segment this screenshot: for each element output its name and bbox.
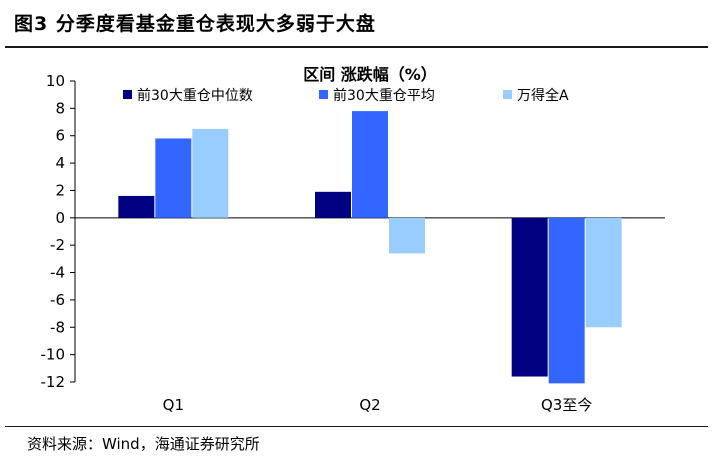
bar-1-series-2 xyxy=(155,138,192,218)
legend-swatch-3 xyxy=(503,90,512,99)
x-tick-label: Q1 xyxy=(163,396,184,414)
y-tick-label: 10 xyxy=(46,72,65,90)
legend-label-1: 前30大重仓中位数 xyxy=(137,87,253,104)
x-tick-label: Q2 xyxy=(359,396,380,414)
y-tick-label: 6 xyxy=(55,127,65,145)
bar-1-series-3 xyxy=(192,128,229,218)
source-note: 资料来源：Wind，海通证券研究所 xyxy=(27,435,260,453)
y-tick-label: 2 xyxy=(55,181,65,199)
y-tick-label: -4 xyxy=(50,264,65,282)
y-tick-label: -8 xyxy=(50,318,65,336)
bar-2-series-1 xyxy=(315,191,351,218)
y-tick-label: -10 xyxy=(41,346,66,364)
bar-1-series-1 xyxy=(118,195,155,218)
legend-label-2: 前30大重仓平均 xyxy=(333,87,435,104)
y-tick-label: -12 xyxy=(41,373,66,391)
y-tick-label: 8 xyxy=(55,99,65,117)
y-tick-label: -6 xyxy=(50,291,65,309)
footer-divider xyxy=(5,426,708,427)
legend-swatch-1 xyxy=(123,90,132,99)
legend-label-3: 万得全A xyxy=(517,87,569,104)
y-tick-label: 0 xyxy=(55,209,65,227)
bar-3-series-1 xyxy=(511,217,548,377)
y-tick-label: -2 xyxy=(50,236,65,254)
bar-3-series-2 xyxy=(548,217,585,384)
figure-header: 图3 分季度看基金重仓表现大多弱于大盘 xyxy=(0,0,713,46)
bar-2-series-2 xyxy=(352,111,388,218)
y-tick-label: 4 xyxy=(55,154,65,172)
figure-title: 图3 分季度看基金重仓表现大多弱于大盘 xyxy=(14,13,376,35)
plot-area: 区间 涨跌幅（%） 前30大重仓中位数 前30大重仓平均 万得全A 10 8 6 4 2 0 -2 -… xyxy=(41,65,665,414)
legend-swatch-2 xyxy=(319,90,328,99)
x-tick-label: Q3至今 xyxy=(541,396,592,414)
chart-title: 区间 涨跌幅（%） xyxy=(303,65,437,84)
bar-3-series-3 xyxy=(585,217,622,328)
header-divider xyxy=(5,46,708,48)
bar-2-series-3 xyxy=(389,217,425,254)
